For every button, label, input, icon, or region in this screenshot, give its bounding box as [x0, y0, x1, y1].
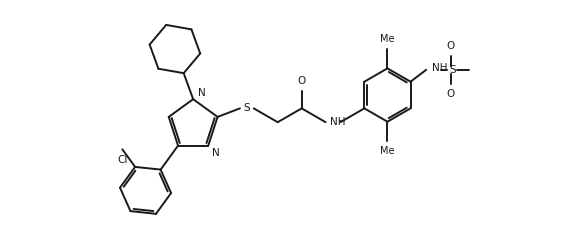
Text: O: O: [447, 89, 455, 99]
Text: NH: NH: [329, 117, 345, 127]
Text: Me: Me: [380, 34, 395, 44]
Text: N: N: [198, 88, 206, 98]
Text: S: S: [449, 65, 456, 75]
Text: Me: Me: [380, 146, 395, 156]
Text: O: O: [297, 76, 306, 86]
Text: S: S: [243, 103, 250, 113]
Text: Cl: Cl: [117, 155, 127, 165]
Text: N: N: [212, 148, 220, 157]
Text: O: O: [447, 41, 455, 51]
Text: NH: NH: [432, 63, 448, 73]
